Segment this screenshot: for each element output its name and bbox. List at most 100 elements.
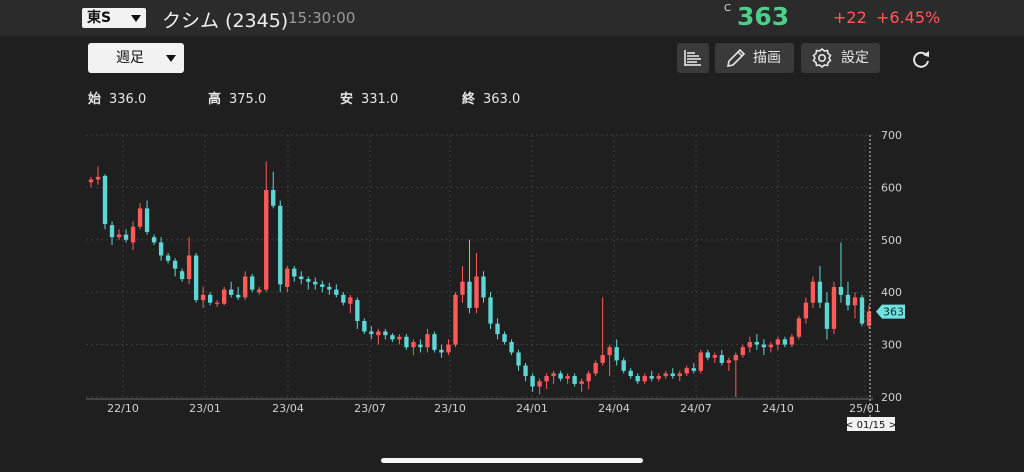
x-tick-label: 23/04 (272, 402, 304, 415)
settings-button[interactable]: 設定 (801, 43, 880, 73)
candle-body (327, 286, 332, 290)
candle-body (193, 255, 199, 301)
high-value: 375.0 (229, 92, 267, 107)
candle-body (698, 352, 703, 371)
candle-body (838, 286, 844, 295)
x-tick-label: 24/10 (762, 402, 794, 415)
candle-body (726, 360, 731, 363)
candle-body (179, 271, 185, 280)
candle-body (418, 344, 423, 348)
candle-body (565, 376, 570, 379)
candle-body (200, 294, 206, 301)
candle-body (229, 289, 234, 295)
open-value: 336.0 (109, 92, 147, 107)
candle-body (649, 376, 654, 379)
candle-body (705, 352, 710, 358)
y-tick-label: 700 (881, 129, 902, 142)
candle-body (467, 281, 472, 308)
candle-body (88, 179, 94, 183)
candle-body (404, 336, 409, 348)
candle-body (271, 190, 276, 206)
x-tick-label: 23/07 (354, 402, 386, 415)
candle-body (663, 373, 668, 377)
candle-body (172, 260, 178, 269)
candle-body (278, 205, 283, 285)
candle-body (642, 376, 647, 382)
candle-body (824, 302, 830, 329)
candle-body (320, 284, 325, 287)
candle-body (299, 276, 304, 280)
x-tick-label: 24/04 (598, 402, 630, 415)
candle-body (719, 355, 724, 363)
ohlc-close: 終 363.0 (462, 88, 520, 107)
cursor-date-bg (847, 417, 895, 431)
candle-body (817, 281, 823, 303)
candle-body (768, 344, 774, 348)
candle-body (130, 226, 136, 243)
candle-body (852, 297, 858, 306)
period-select[interactable]: 週足 (88, 43, 184, 73)
candle-body (285, 268, 290, 287)
price-change-percent: +6.45% (876, 8, 941, 27)
stock-name: クシム (2345) (162, 10, 289, 32)
candle-body (516, 352, 521, 366)
candle-body (214, 302, 220, 304)
period-label: 週足 (116, 50, 144, 66)
candle-body (579, 381, 584, 384)
candle-body (782, 339, 788, 345)
candle-body (460, 281, 465, 295)
candle-body (397, 336, 402, 340)
candle-body (733, 355, 739, 361)
candle-body (383, 331, 388, 336)
candle-body (362, 321, 367, 332)
close-value: 363.0 (483, 92, 521, 107)
x-tick-label: 22/10 (107, 402, 139, 415)
candle-body (845, 294, 851, 306)
candle-body (635, 376, 640, 382)
candle-body (747, 341, 753, 348)
candle-body (502, 334, 507, 342)
current-price: 363 (737, 2, 790, 31)
ohlc-open: 始 336.0 (88, 88, 146, 107)
candle-body (292, 268, 297, 277)
low-value: 331.0 (361, 92, 399, 107)
low-label: 安 (340, 92, 354, 107)
y-tick-label: 300 (881, 339, 902, 352)
candle-body (123, 234, 129, 240)
candle-body (334, 289, 339, 295)
draw-button[interactable]: 描画 (715, 43, 794, 73)
candle-body (523, 365, 528, 377)
price-flag: C (724, 3, 731, 14)
pencil-icon (726, 48, 746, 68)
candle-body (355, 300, 360, 322)
candle-body (341, 294, 346, 303)
candle-body (411, 341, 416, 348)
candle-body (116, 234, 122, 238)
last-price-tag: 363 (883, 306, 904, 319)
candle-body (677, 373, 682, 377)
candle-body (495, 323, 500, 335)
candle-body (250, 276, 255, 290)
x-tick-label: 24/07 (680, 402, 712, 415)
candle-body (390, 335, 395, 340)
settings-label: 設定 (841, 50, 869, 66)
refresh-icon[interactable] (910, 48, 932, 70)
indicator-list-button[interactable] (677, 43, 709, 73)
candle-body (593, 362, 598, 374)
candle-body (621, 360, 626, 371)
candle-body (348, 297, 353, 304)
candle-body (144, 208, 150, 232)
candle-body (691, 368, 696, 371)
candle-body (165, 255, 171, 261)
ohlc-low: 安 331.0 (340, 88, 398, 107)
candle-body (369, 331, 374, 335)
candle-body (544, 376, 549, 382)
candle-body (628, 370, 633, 377)
x-tick-label: 23/01 (189, 402, 221, 415)
candle-body (432, 334, 437, 350)
candle-body (656, 376, 661, 379)
market-select[interactable]: 東S (82, 8, 146, 28)
candle-body (775, 339, 781, 345)
market-label: 東S (87, 10, 112, 26)
